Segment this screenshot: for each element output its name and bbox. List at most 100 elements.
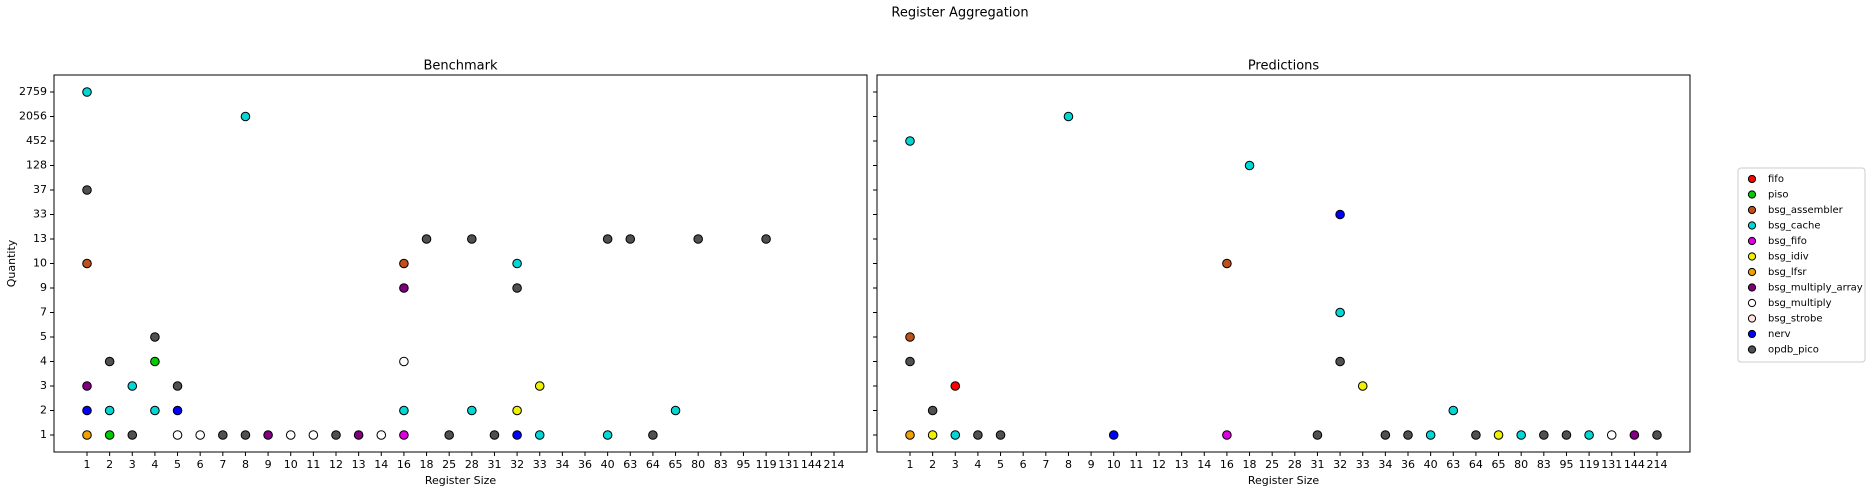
point bbox=[82, 185, 92, 195]
point bbox=[1561, 430, 1572, 440]
point bbox=[127, 430, 138, 440]
x-tick-label: 1 bbox=[907, 458, 914, 471]
point bbox=[82, 430, 92, 440]
point bbox=[467, 405, 477, 416]
point bbox=[761, 234, 771, 244]
chart-title: Register Aggregation bbox=[891, 6, 1028, 21]
point bbox=[1108, 430, 1119, 440]
x-tick-label: 144 bbox=[801, 458, 822, 471]
point bbox=[399, 356, 409, 367]
x-tick-label: 9 bbox=[1088, 458, 1095, 471]
point bbox=[512, 283, 522, 293]
x-tick-label: 119 bbox=[756, 458, 777, 471]
point bbox=[104, 356, 115, 367]
point bbox=[82, 258, 92, 269]
y-tick-label: 2 bbox=[40, 404, 47, 417]
point bbox=[1312, 430, 1323, 440]
legend-marker bbox=[1747, 205, 1757, 215]
y-tick-label: 128 bbox=[26, 159, 47, 172]
panel-title: Predictions bbox=[1248, 59, 1320, 74]
x-tick-label: 28 bbox=[1288, 458, 1302, 471]
y-axis-label: Quantity bbox=[5, 239, 18, 287]
x-tick-label: 34 bbox=[555, 458, 569, 471]
legend-box bbox=[1737, 167, 1866, 363]
x-tick-label: 63 bbox=[1446, 458, 1460, 471]
x-tick-label: 40 bbox=[601, 458, 615, 471]
point bbox=[1380, 430, 1391, 440]
x-tick-label: 33 bbox=[533, 458, 547, 471]
x-tick-label: 32 bbox=[1333, 458, 1347, 471]
point bbox=[421, 234, 432, 244]
point bbox=[512, 405, 522, 416]
x-tick-label: 144 bbox=[1624, 458, 1645, 471]
x-tick-label: 16 bbox=[397, 458, 411, 471]
x-tick-label: 8 bbox=[242, 458, 249, 471]
point bbox=[1063, 111, 1074, 122]
x-tick-label: 16 bbox=[1220, 458, 1234, 471]
point bbox=[648, 430, 658, 440]
point bbox=[534, 381, 545, 391]
point bbox=[1357, 381, 1368, 391]
x-tick-label: 214 bbox=[824, 458, 845, 471]
x-tick-label: 14 bbox=[374, 458, 388, 471]
x-tick-label: 95 bbox=[736, 458, 750, 471]
legend-label: piso bbox=[1768, 190, 1788, 201]
legend-marker bbox=[1747, 221, 1757, 230]
point bbox=[218, 430, 228, 440]
point bbox=[1335, 307, 1345, 318]
y-tick-label: 5 bbox=[40, 330, 47, 343]
point bbox=[1425, 430, 1436, 440]
point bbox=[104, 430, 115, 440]
x-tick-label: 119 bbox=[1579, 458, 1600, 471]
x-tick-label: 2 bbox=[929, 458, 936, 471]
point bbox=[82, 87, 92, 97]
plot-frame bbox=[53, 74, 868, 453]
point bbox=[399, 430, 409, 440]
point bbox=[263, 430, 273, 440]
legend-label: bsg_cache bbox=[1768, 221, 1821, 232]
x-tick-label: 65 bbox=[1492, 458, 1506, 471]
x-tick-label: 10 bbox=[1107, 458, 1121, 471]
x-axis-label: Register Size bbox=[425, 474, 497, 487]
legend-marker bbox=[1747, 267, 1757, 277]
point bbox=[285, 430, 296, 440]
y-tick-label: 3 bbox=[40, 379, 47, 392]
x-tick-label: 12 bbox=[1152, 458, 1166, 471]
legend-label: bsg_fifo bbox=[1768, 236, 1807, 247]
x-tick-label: 2 bbox=[106, 458, 113, 471]
point bbox=[1335, 209, 1345, 220]
legend-marker bbox=[1747, 329, 1757, 339]
x-tick-label: 25 bbox=[1265, 458, 1279, 471]
point bbox=[625, 234, 636, 244]
point bbox=[1606, 430, 1617, 440]
point bbox=[995, 430, 1006, 440]
point bbox=[399, 405, 409, 416]
legend-marker bbox=[1747, 190, 1757, 199]
point bbox=[1244, 160, 1255, 171]
panel-title: Benchmark bbox=[423, 59, 498, 74]
legend-label: bsg_multiply_array bbox=[1768, 283, 1863, 294]
legend-label: fifo bbox=[1768, 174, 1784, 185]
x-tick-label: 64 bbox=[1469, 458, 1483, 471]
point bbox=[104, 405, 115, 416]
y-tick-label: 2056 bbox=[19, 110, 47, 123]
x-axis-label: Register Size bbox=[1248, 474, 1320, 487]
legend-label: bsg_assembler bbox=[1768, 205, 1844, 216]
x-tick-label: 5 bbox=[997, 458, 1004, 471]
point bbox=[927, 430, 938, 440]
y-tick-label: 4 bbox=[40, 355, 47, 368]
x-tick-label: 83 bbox=[1537, 458, 1551, 471]
x-tick-label: 31 bbox=[1310, 458, 1324, 471]
point bbox=[353, 430, 364, 440]
point bbox=[331, 430, 341, 440]
point bbox=[1539, 430, 1549, 440]
x-tick-label: 214 bbox=[1647, 458, 1668, 471]
point bbox=[905, 136, 915, 146]
y-tick-label: 7 bbox=[40, 306, 47, 319]
y-tick-label: 1 bbox=[40, 428, 47, 441]
x-tick-label: 33 bbox=[1356, 458, 1370, 471]
point bbox=[150, 405, 160, 416]
y-tick-label: 37 bbox=[33, 183, 47, 196]
point bbox=[172, 405, 183, 416]
point bbox=[82, 381, 92, 391]
